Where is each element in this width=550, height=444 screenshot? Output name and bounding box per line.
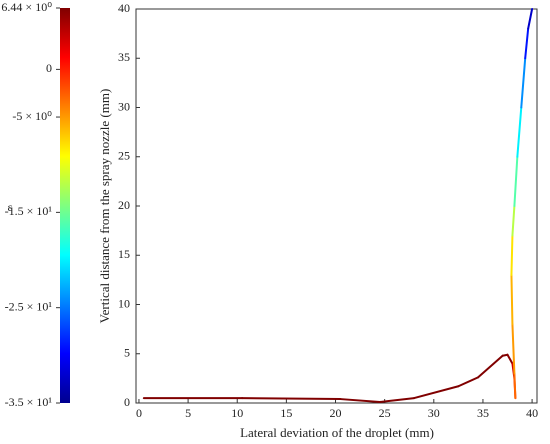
line-segment <box>413 385 460 400</box>
colorbar-tick-label: -3.5 × 10¹ <box>5 395 53 409</box>
colorbar-tick-label: 6.44 × 10⁰ <box>1 0 52 14</box>
x-tick-label: 0 <box>136 406 142 420</box>
colorbar-tick-label: -5 × 10⁰ <box>12 109 52 123</box>
plot-frame <box>135 8 538 404</box>
y-tick-label: 40 <box>118 1 130 15</box>
x-tick-label: 25 <box>379 406 391 420</box>
line-segment <box>477 354 504 379</box>
line-segment <box>513 372 517 400</box>
line-segment <box>516 106 523 158</box>
y-tick-label: 15 <box>118 247 130 261</box>
line-segment <box>457 376 480 388</box>
colorbar-tick-label: -2.5 × 10¹ <box>5 299 53 313</box>
y-tick-label: 10 <box>118 296 130 310</box>
x-axis-label: Lateral deviation of the droplet (mm) <box>240 425 434 440</box>
line-segment <box>510 234 514 276</box>
line-segment <box>511 205 516 237</box>
x-tick-label: 40 <box>526 406 538 420</box>
line-segment <box>524 27 530 60</box>
x-tick-label: 5 <box>185 406 191 420</box>
line-segment <box>506 353 514 365</box>
y-axis-label: Vertical distance from the spray nozzle … <box>97 89 112 324</box>
colorbar-tick-label: -1.5 × 10¹ <box>5 204 53 218</box>
x-tick-label: 20 <box>330 406 342 420</box>
x-tick-label: 35 <box>477 406 489 420</box>
x-tick-label: 10 <box>231 406 243 420</box>
line-segment <box>510 273 514 326</box>
y-tick-label: 0 <box>124 395 130 409</box>
y-tick-label: 30 <box>118 99 130 113</box>
y-tick-label: 20 <box>118 198 130 212</box>
colorbar <box>60 8 70 403</box>
line-segment <box>513 155 519 207</box>
colorbar-label: ε <box>7 200 12 214</box>
y-tick-label: 25 <box>118 149 130 163</box>
line-segment <box>520 57 527 109</box>
line-segment <box>339 398 381 404</box>
y-tick-label: 5 <box>124 346 130 360</box>
line-segment <box>241 397 342 401</box>
x-tick-label: 30 <box>428 406 440 420</box>
x-tick-label: 15 <box>280 406 292 420</box>
line-segment <box>527 8 534 30</box>
colorbar-tick-label: 0 <box>46 61 52 75</box>
line-segment <box>511 323 516 375</box>
line-segment <box>378 397 416 404</box>
y-tick-label: 35 <box>118 50 130 64</box>
